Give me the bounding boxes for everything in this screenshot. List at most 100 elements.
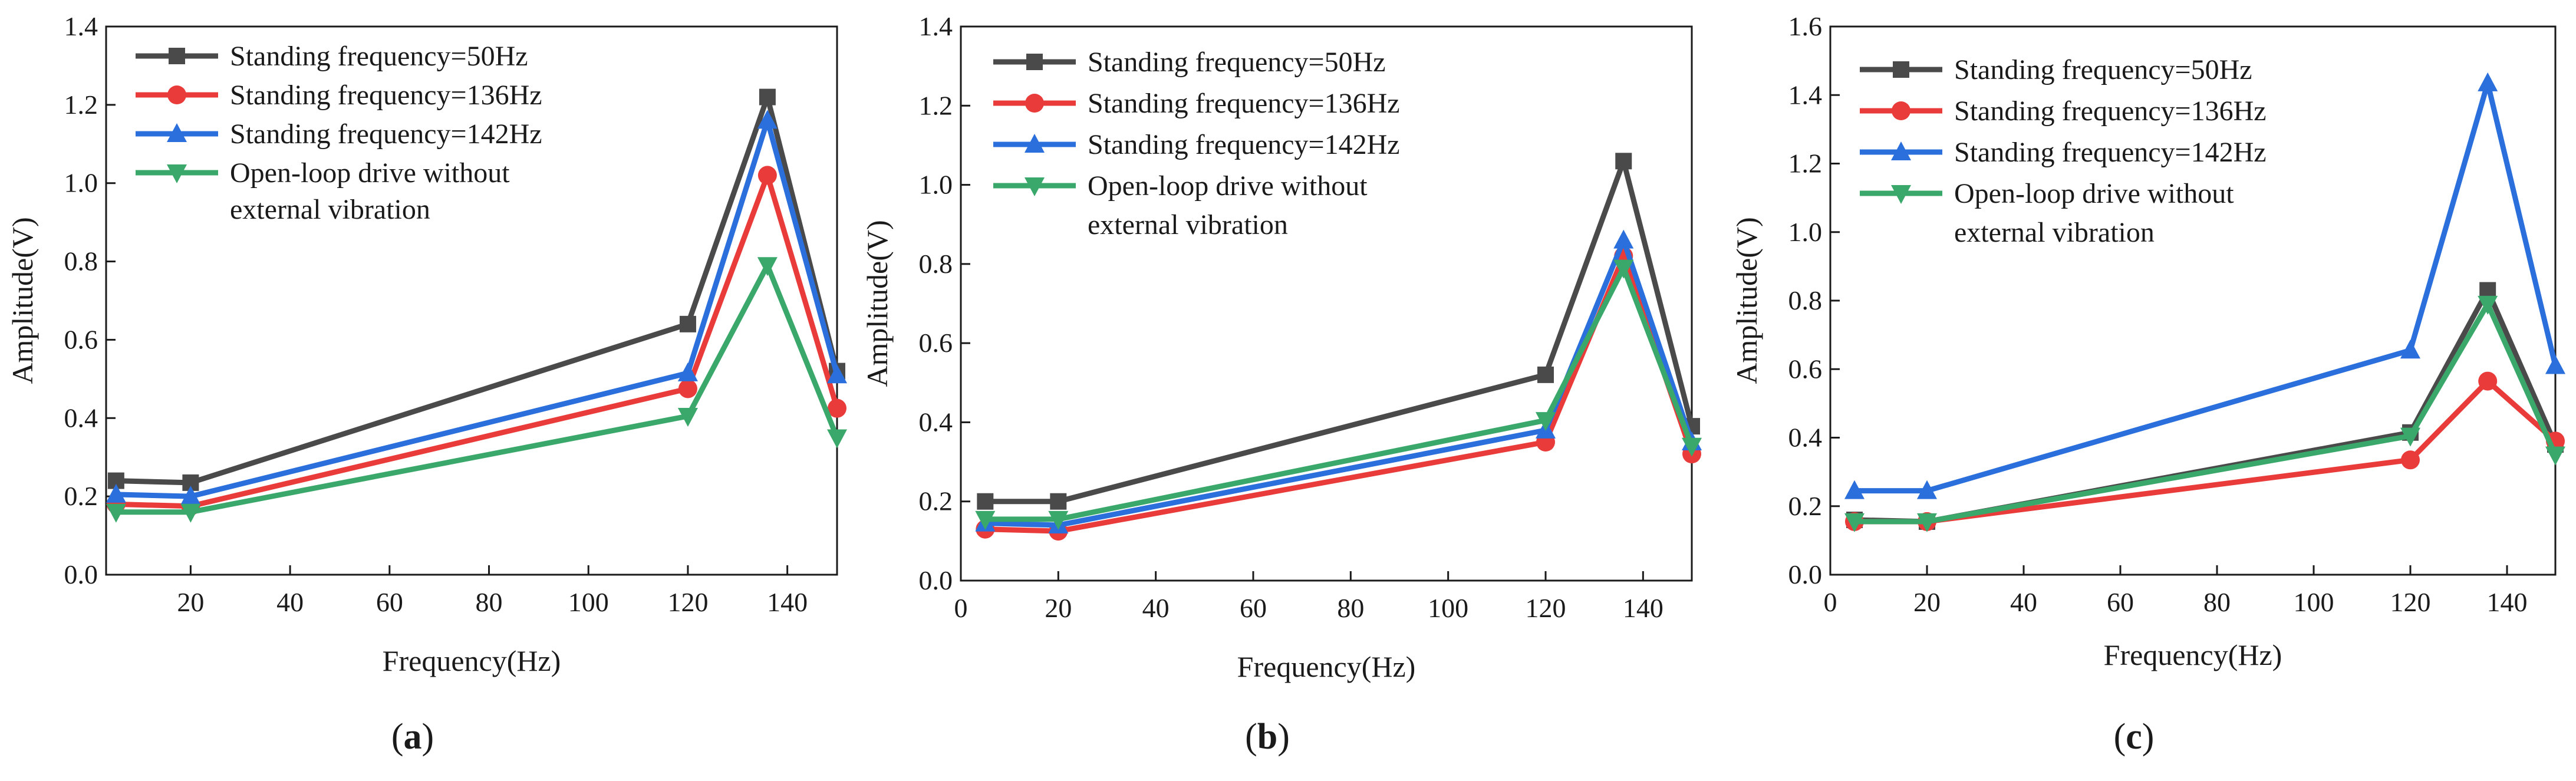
y-tick-label: 0.2 (1788, 491, 1823, 521)
x-tick-label: 120 (667, 587, 708, 617)
legend-label: Standing frequency=136Hz (230, 80, 542, 111)
data-point (2478, 371, 2498, 391)
data-point (977, 493, 994, 510)
legend-label-continued: external vibration (1954, 217, 2155, 248)
y-tick-label: 1.0 (1788, 217, 1823, 247)
legend-label: Standing frequency=142Hz (1954, 137, 2267, 168)
legend-label-continued: external vibration (230, 194, 430, 225)
data-point (106, 503, 126, 523)
series-1 (1846, 282, 2564, 530)
legend-marker (1893, 61, 1909, 78)
legend-label: Open-loop drive without (1088, 170, 1368, 202)
y-tick-label: 0.0 (919, 565, 953, 595)
x-tick-label: 120 (1526, 593, 1566, 623)
y-tick-label: 0.8 (1788, 285, 1823, 315)
x-tick-label: 60 (2107, 587, 2134, 617)
series-2 (1845, 371, 2565, 531)
y-tick-label: 1.2 (1788, 149, 1823, 179)
y-axis-label: Amplitude(V) (861, 220, 894, 387)
data-point (1050, 493, 1067, 510)
data-point (180, 486, 201, 505)
series-line (1854, 301, 2558, 525)
y-tick-label: 0.6 (64, 324, 98, 354)
x-tick-label: 40 (276, 587, 304, 617)
y-tick-label: 0.6 (919, 328, 953, 358)
legend-marker (1891, 141, 1911, 160)
y-tick-label: 0.8 (64, 246, 98, 276)
data-point (827, 429, 847, 449)
x-tick-label: 0 (954, 593, 968, 623)
legend-marker (167, 164, 187, 183)
y-axis-label: Amplitude(V) (6, 217, 39, 384)
x-tick-label: 60 (1240, 593, 1267, 623)
x-tick-label: 0 (1824, 587, 1837, 617)
legend: Standing frequency=50Hz Standing frequenc… (1860, 54, 2267, 248)
legend-marker (167, 85, 186, 104)
data-point (1844, 513, 1865, 532)
data-point (106, 483, 126, 503)
chart-panel-b: 0.0 0.2 0.4 0.6 0.8 1.0 1.2 1.4 0 20 40 60 80 100 120 1… (861, 11, 1702, 757)
panel-label: (b) (1245, 717, 1290, 757)
data-point (757, 257, 778, 276)
x-tick-label: 140 (767, 587, 808, 617)
data-point (2545, 446, 2565, 466)
legend-label: Standing frequency=136Hz (1088, 88, 1400, 119)
data-point (1536, 412, 1556, 431)
legend-label: Standing frequency=50Hz (230, 41, 528, 72)
chart-panel-c: 0.0 0.2 0.4 0.6 0.8 1.0 1.2 1.4 1.6 0 20 40 60 80 100 1… (1730, 11, 2565, 757)
y-tick-label: 1.4 (64, 11, 98, 41)
data-point (1537, 366, 1554, 383)
y-tick-label: 0.4 (1788, 423, 1823, 453)
series-line (985, 253, 1695, 534)
x-tick-label: 100 (568, 587, 609, 617)
data-point (1048, 510, 1069, 530)
data-point (828, 398, 846, 418)
y-tick-label: 0.6 (1788, 354, 1823, 384)
series-line (1854, 378, 2557, 525)
x-tick-label: 100 (2294, 587, 2334, 617)
panel-label: (a) (391, 717, 434, 757)
series-4 (975, 259, 1702, 530)
y-tick-label: 0.8 (919, 249, 953, 279)
y-tick-label: 1.6 (1788, 11, 1823, 41)
x-tick-label: 120 (2390, 587, 2431, 617)
data-point (757, 166, 777, 185)
x-tick-label: 140 (1623, 593, 1663, 623)
legend-marker (1892, 101, 1910, 120)
data-point (2401, 450, 2420, 470)
data-point (2400, 340, 2420, 359)
legend-label: Open-loop drive without (1954, 178, 2234, 209)
x-tick-label: 20 (1913, 587, 1941, 617)
data-point (1917, 480, 1937, 499)
data-point (1613, 229, 1634, 249)
x-axis-label: Frequency(Hz) (383, 644, 561, 677)
data-point (1844, 480, 1865, 499)
legend-marker (167, 123, 187, 142)
y-tick-label: 0.4 (64, 403, 98, 433)
data-point (180, 503, 201, 523)
plot-frame (105, 25, 838, 576)
series-3 (975, 229, 1702, 533)
data-point (2545, 355, 2565, 374)
series-3 (1844, 72, 2565, 499)
data-point (677, 362, 698, 381)
data-point (1682, 437, 1702, 457)
legend-label: Standing frequency=142Hz (230, 118, 542, 150)
data-point (679, 315, 696, 332)
panel-label: (c) (2114, 717, 2155, 757)
data-point (677, 407, 698, 427)
chart-panel-a: 0.0 0.2 0.4 0.6 0.8 1.0 1.2 1.4 20 40 60 80 100 120 14… (6, 11, 847, 757)
data-point (1613, 259, 1634, 279)
plot-frame (960, 25, 1693, 582)
legend-label: Standing frequency=50Hz (1954, 54, 2252, 85)
y-tick-label: 1.2 (919, 90, 953, 120)
data-point (2400, 427, 2420, 447)
series-line (116, 262, 840, 515)
legend-label-continued: external vibration (1088, 209, 1288, 240)
x-tick-label: 80 (476, 587, 503, 617)
y-tick-label: 1.4 (919, 11, 953, 41)
y-tick-label: 1.4 (1788, 80, 1823, 110)
data-point (757, 110, 778, 129)
x-tick-label: 100 (1428, 593, 1468, 623)
